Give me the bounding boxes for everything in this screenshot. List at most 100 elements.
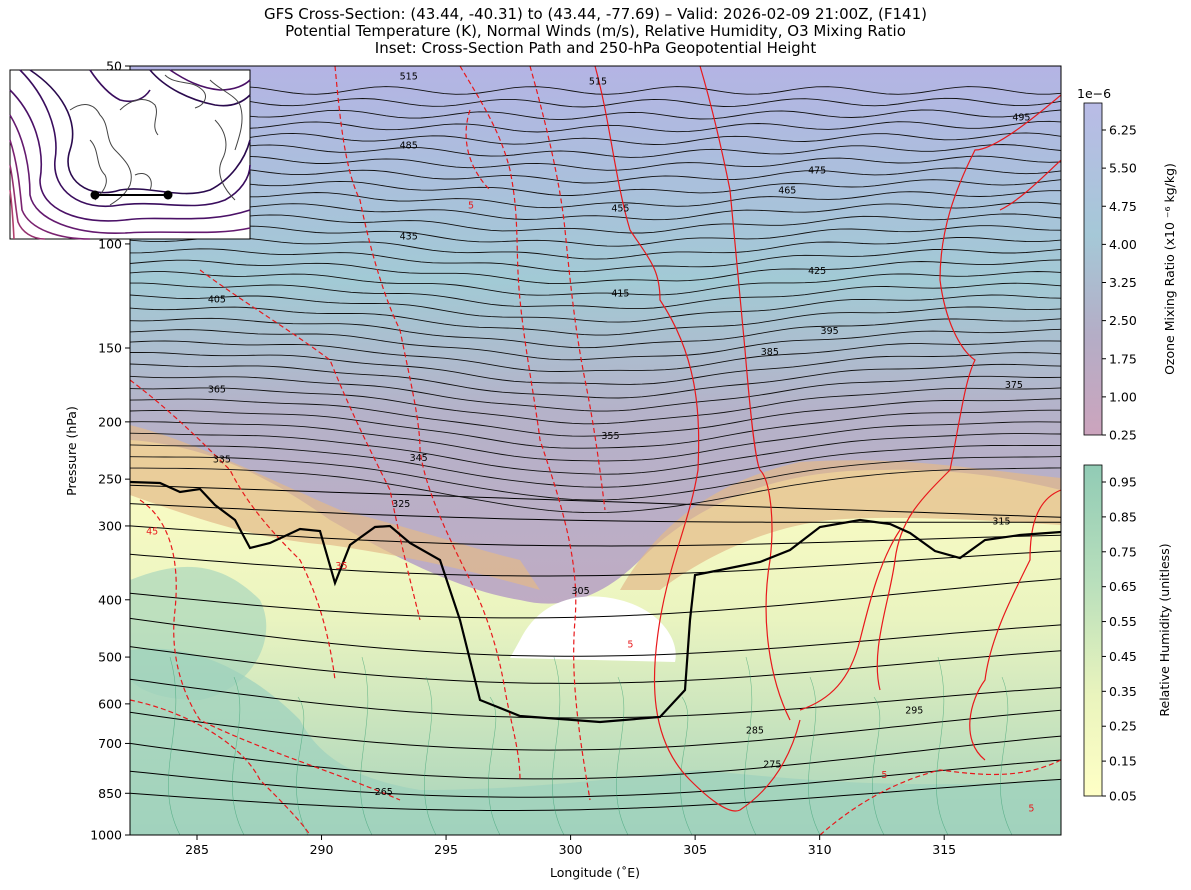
theta-contour xyxy=(130,778,1061,811)
theta-contour xyxy=(130,109,1061,121)
inset-contour xyxy=(19,69,251,208)
theta-contours xyxy=(130,86,1061,811)
y-tick-label: 850 xyxy=(98,786,122,801)
chart-title-line-3: Inset: Cross-Section Path and 250-hPa Ge… xyxy=(374,39,817,57)
colorbar-tick-label: 2.50 xyxy=(1109,313,1137,328)
inset-contour xyxy=(29,69,251,195)
theta-contour xyxy=(130,467,1061,514)
theta-contour xyxy=(130,709,1061,751)
ozone-colorbar-ticks: 6.25 5.50 4.75 4.00 3.25 2.50 1.75 1.00 0.25 xyxy=(1102,123,1137,443)
y-tick-label: 150 xyxy=(98,341,122,356)
theta-label: 515 xyxy=(589,76,607,87)
rh-contour xyxy=(168,656,181,835)
inset-coastline xyxy=(69,104,132,206)
theta-label: 395 xyxy=(821,326,839,337)
theta-contour xyxy=(130,456,1061,501)
theta-contour xyxy=(130,340,1061,372)
theta-label: 405 xyxy=(208,295,226,306)
x-axis: 285 290 295 300 305 310 315 xyxy=(185,835,956,857)
inset-coastline xyxy=(209,79,243,151)
theta-label: 325 xyxy=(392,499,410,510)
rh-contour xyxy=(232,676,245,835)
y-tick-label: 700 xyxy=(98,736,122,751)
rh-high-band-right xyxy=(620,460,1061,590)
chart-title-line-2: Potential Temperature (K), Normal Winds … xyxy=(285,22,906,40)
plot-area: 515 5154954854754654554354254154053953853… xyxy=(130,66,1061,835)
inset-map xyxy=(9,69,251,240)
theta-label: 315 xyxy=(992,516,1010,527)
colorbar-tick-label: 4.00 xyxy=(1109,237,1137,252)
theta-contour xyxy=(130,484,1061,518)
x-axis-label: Longitude (˚E) xyxy=(550,865,640,880)
theta-contour xyxy=(130,317,1061,349)
theta-contour xyxy=(130,225,1061,247)
rh-colorbar-label: Relative Humidity (unitless) xyxy=(1157,543,1172,716)
theta-label: 455 xyxy=(611,204,629,215)
rh-colorbar-ticks: 0.95 0.85 0.75 0.65 0.55 0.45 0.35 0.25 0.15 0.05 xyxy=(1102,475,1137,804)
rh-contour xyxy=(296,696,309,835)
wind-label: 5 xyxy=(627,639,633,650)
rh-dry-pocket xyxy=(510,596,676,662)
wind-contour-solid-5 xyxy=(969,489,1061,761)
theta-contour xyxy=(130,282,1061,310)
y-tick-label: 500 xyxy=(98,650,122,665)
theta-label: 425 xyxy=(808,266,826,277)
wind-contours xyxy=(130,66,1061,835)
wind-label: 5 xyxy=(881,770,887,781)
inset-height-contours xyxy=(9,69,251,240)
theta-contour xyxy=(130,144,1061,158)
inset-contour xyxy=(169,69,251,91)
colorbar-tick-label: 1.75 xyxy=(1109,351,1137,366)
theta-contour xyxy=(130,86,1061,95)
theta-label: 495 xyxy=(1012,113,1030,124)
theta-contour xyxy=(130,97,1061,108)
wind-contour-solid-6 xyxy=(799,529,901,711)
wind-label: 5 xyxy=(468,201,474,212)
y-tick-label: 600 xyxy=(98,696,122,711)
wind-label: 5 xyxy=(1028,803,1034,814)
theta-label: 485 xyxy=(400,140,418,151)
colorbar-tick-label: 0.35 xyxy=(1109,684,1137,699)
wind-contour-dashed-9 xyxy=(819,759,1061,835)
x-tick-label: 315 xyxy=(932,842,956,857)
plot-frame xyxy=(129,65,1062,836)
chart-title: GFS Cross-Section: (43.44, -40.31) to (4… xyxy=(0,6,1191,57)
rh-contour xyxy=(872,696,885,835)
theta-contour xyxy=(130,294,1061,323)
wind-contour-dashed-5 xyxy=(130,379,336,681)
inset-contour xyxy=(149,69,251,107)
theta-contour xyxy=(130,398,1061,437)
theta-label: 465 xyxy=(778,185,796,196)
rh-left-moist xyxy=(130,566,267,700)
theta-label: 285 xyxy=(746,725,764,736)
wind-contour-dashed-8 xyxy=(130,699,311,835)
x-tick-label: 300 xyxy=(559,842,583,857)
theta-contour xyxy=(130,578,1061,619)
chart-title-line-1: GFS Cross-Section: (43.44, -40.31) to (4… xyxy=(264,5,927,23)
y-tick-label: 200 xyxy=(98,414,122,429)
theta-label: 515 xyxy=(400,72,418,83)
theta-contour xyxy=(130,132,1061,145)
theta-contour xyxy=(130,646,1061,684)
rh-contour xyxy=(744,656,757,835)
y-tick-label: 250 xyxy=(98,472,122,487)
x-tick-label: 310 xyxy=(808,842,832,857)
theta-contour xyxy=(130,735,1061,780)
inset-contour xyxy=(9,114,251,234)
theta-labels: 515 515 495 485 475 465 455 435 425 415 405 395 385 3… xyxy=(208,72,1031,798)
theta-label: 475 xyxy=(808,166,826,177)
inset-path-start-marker xyxy=(90,190,100,200)
ozone-colorbar-offset: 1e−6 xyxy=(1077,86,1111,101)
theta-label: 265 xyxy=(375,787,393,798)
rh-contour xyxy=(552,656,565,835)
wind-contour-solid-1 xyxy=(594,66,801,812)
y-tick-label: 300 xyxy=(98,518,122,533)
colorbar-tick-label: 0.55 xyxy=(1109,614,1137,629)
y-tick-label: 100 xyxy=(98,236,122,251)
theta-label: 375 xyxy=(1005,380,1023,391)
inset-coastline xyxy=(164,74,206,109)
theta-label: 435 xyxy=(400,232,418,243)
theta-label: 365 xyxy=(208,385,226,396)
theta-contour xyxy=(130,190,1061,209)
